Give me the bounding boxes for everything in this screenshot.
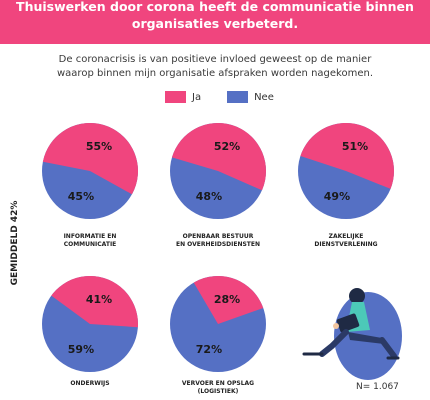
pie-value-ja: 51% [342, 140, 368, 153]
pie-category-label-line: DIENSTVERLENING [314, 241, 378, 248]
pie-category-label: OPENBAAR BESTUUR EN OVERHEIDSDIENSTEN [163, 233, 273, 249]
title-line-2: organisaties verbeterd. [131, 16, 299, 31]
pie-category-label: ONDERWIJS [35, 380, 145, 388]
pie-category-label-line: ZAKELIJKE [328, 233, 364, 240]
legend-label-ja: Ja [192, 91, 202, 103]
pie-category-label: ZAKELIJKE DIENSTVERLENING [291, 233, 401, 249]
person-laptop-illustration [302, 288, 402, 380]
pie-slice-ja [171, 123, 266, 191]
pie-value-nee: 59% [68, 343, 94, 356]
pie-slice-ja [51, 276, 138, 328]
legend: Ja Nee [165, 90, 300, 104]
pie-category-label-line: EN OVERHEIDSDIENSTEN [175, 241, 261, 248]
subtitle-line-2: waarop binnen mijn organisatie afspraken… [57, 68, 373, 79]
pie-slice-ja [193, 276, 264, 324]
subtitle-line-1: De coronacrisis is van positieve invloed… [58, 54, 372, 65]
pie-category-label-line: COMMUNICATIE [63, 241, 117, 248]
legend-item-ja: Ja [165, 91, 201, 103]
pie-value-nee: 48% [196, 190, 222, 203]
chart-title: Thuiswerken door corona heeft de communi… [10, 0, 420, 32]
pie-slice-ja [42, 123, 138, 195]
pie-value-nee: 49% [324, 190, 350, 203]
sample-size-label: N= 1.067 [356, 382, 399, 392]
pie-value-ja: 41% [86, 293, 112, 306]
pie-category-label-line: VERVOER EN OPSLAG [181, 380, 255, 387]
pie-value-ja: 28% [214, 293, 240, 306]
title-line-1: Thuiswerken door corona heeft de communi… [16, 0, 414, 14]
chart-subtitle: De coronacrisis is van positieve invloed… [30, 53, 400, 81]
pie-slice-ja [300, 123, 394, 189]
pie-category-label-line: (LOGISTIEK) [197, 388, 239, 395]
pie-value-nee: 72% [196, 343, 222, 356]
pie-category-label-line: ONDERWIJS [70, 380, 110, 387]
legend-label-nee: Nee [254, 91, 274, 103]
pie-category-label-line: INFORMATIE EN [63, 233, 117, 240]
pie-category-label: VERVOER EN OPSLAG (LOGISTIEK) [163, 380, 273, 396]
legend-item-nee: Nee [227, 91, 274, 103]
legend-swatch-nee [227, 91, 249, 103]
pie-category-label: INFORMATIE EN COMMUNICATIE [35, 233, 145, 249]
pie-category-label-line: OPENBAAR BESTUUR [182, 233, 254, 240]
legend-swatch-ja [165, 91, 186, 103]
pie-value-nee: 45% [68, 190, 94, 203]
pie-value-ja: 55% [86, 140, 112, 153]
title-band [0, 0, 430, 44]
pie-value-ja: 52% [214, 140, 240, 153]
